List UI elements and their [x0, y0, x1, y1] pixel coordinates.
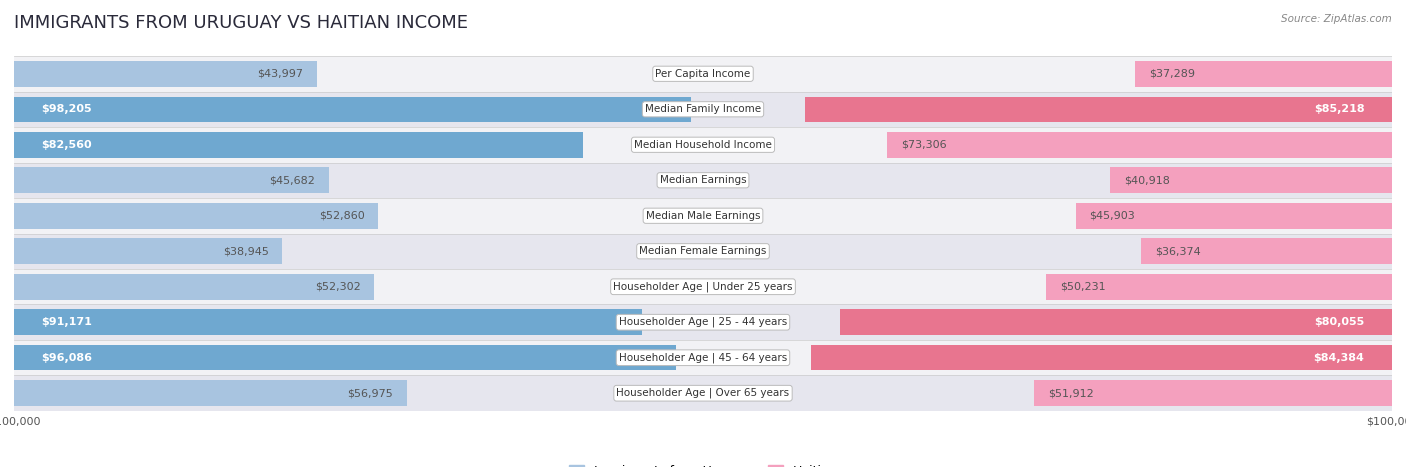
Text: Householder Age | Over 65 years: Householder Age | Over 65 years — [616, 388, 790, 398]
Bar — [14, 234, 1392, 269]
Text: $56,975: $56,975 — [347, 388, 392, 398]
Bar — [14, 239, 283, 264]
Text: Median Female Earnings: Median Female Earnings — [640, 246, 766, 256]
Text: $98,205: $98,205 — [42, 104, 93, 114]
Text: $80,055: $80,055 — [1315, 317, 1364, 327]
Text: Per Capita Income: Per Capita Income — [655, 69, 751, 79]
Text: Median Earnings: Median Earnings — [659, 175, 747, 185]
Bar — [14, 163, 1392, 198]
Bar — [14, 381, 406, 406]
Bar — [14, 61, 318, 86]
Bar — [14, 127, 1392, 163]
Text: $84,384: $84,384 — [1313, 353, 1364, 363]
Bar — [1076, 203, 1392, 228]
Bar — [14, 340, 1392, 375]
Bar — [804, 97, 1392, 122]
Text: $52,302: $52,302 — [315, 282, 360, 292]
Text: $52,860: $52,860 — [319, 211, 364, 221]
Text: IMMIGRANTS FROM URUGUAY VS HAITIAN INCOME: IMMIGRANTS FROM URUGUAY VS HAITIAN INCOM… — [14, 14, 468, 32]
Text: $82,560: $82,560 — [42, 140, 93, 150]
Text: $73,306: $73,306 — [901, 140, 946, 150]
Text: $37,289: $37,289 — [1149, 69, 1195, 79]
Bar — [1135, 61, 1392, 86]
Text: $45,903: $45,903 — [1090, 211, 1135, 221]
Bar — [14, 375, 1392, 411]
Text: $50,231: $50,231 — [1060, 282, 1105, 292]
Bar — [1111, 168, 1392, 193]
Text: $38,945: $38,945 — [222, 246, 269, 256]
Text: $40,918: $40,918 — [1123, 175, 1170, 185]
Text: $51,912: $51,912 — [1047, 388, 1094, 398]
Text: Median Family Income: Median Family Income — [645, 104, 761, 114]
Text: Householder Age | Under 25 years: Householder Age | Under 25 years — [613, 282, 793, 292]
Text: Householder Age | 25 - 44 years: Householder Age | 25 - 44 years — [619, 317, 787, 327]
Bar — [14, 310, 643, 335]
Bar — [14, 269, 1392, 304]
Bar — [14, 345, 676, 370]
Bar — [14, 56, 1392, 92]
Bar — [14, 97, 690, 122]
Text: Median Male Earnings: Median Male Earnings — [645, 211, 761, 221]
Text: Source: ZipAtlas.com: Source: ZipAtlas.com — [1281, 14, 1392, 24]
Bar — [14, 132, 583, 157]
Legend: Immigrants from Uruguay, Haitian: Immigrants from Uruguay, Haitian — [564, 460, 842, 467]
Bar — [887, 132, 1392, 157]
Bar — [14, 274, 374, 299]
Text: Householder Age | 45 - 64 years: Householder Age | 45 - 64 years — [619, 353, 787, 363]
Text: $85,218: $85,218 — [1313, 104, 1364, 114]
Text: $91,171: $91,171 — [42, 317, 93, 327]
Bar — [14, 168, 329, 193]
Bar — [14, 198, 1392, 234]
Bar — [811, 345, 1392, 370]
Bar — [841, 310, 1392, 335]
Bar — [1035, 381, 1392, 406]
Text: $96,086: $96,086 — [42, 353, 93, 363]
Text: $36,374: $36,374 — [1156, 246, 1201, 256]
Text: $45,682: $45,682 — [269, 175, 315, 185]
Text: $43,997: $43,997 — [257, 69, 304, 79]
Text: Median Household Income: Median Household Income — [634, 140, 772, 150]
Bar — [14, 203, 378, 228]
Bar — [14, 92, 1392, 127]
Bar — [14, 304, 1392, 340]
Bar — [1142, 239, 1392, 264]
Bar — [1046, 274, 1392, 299]
